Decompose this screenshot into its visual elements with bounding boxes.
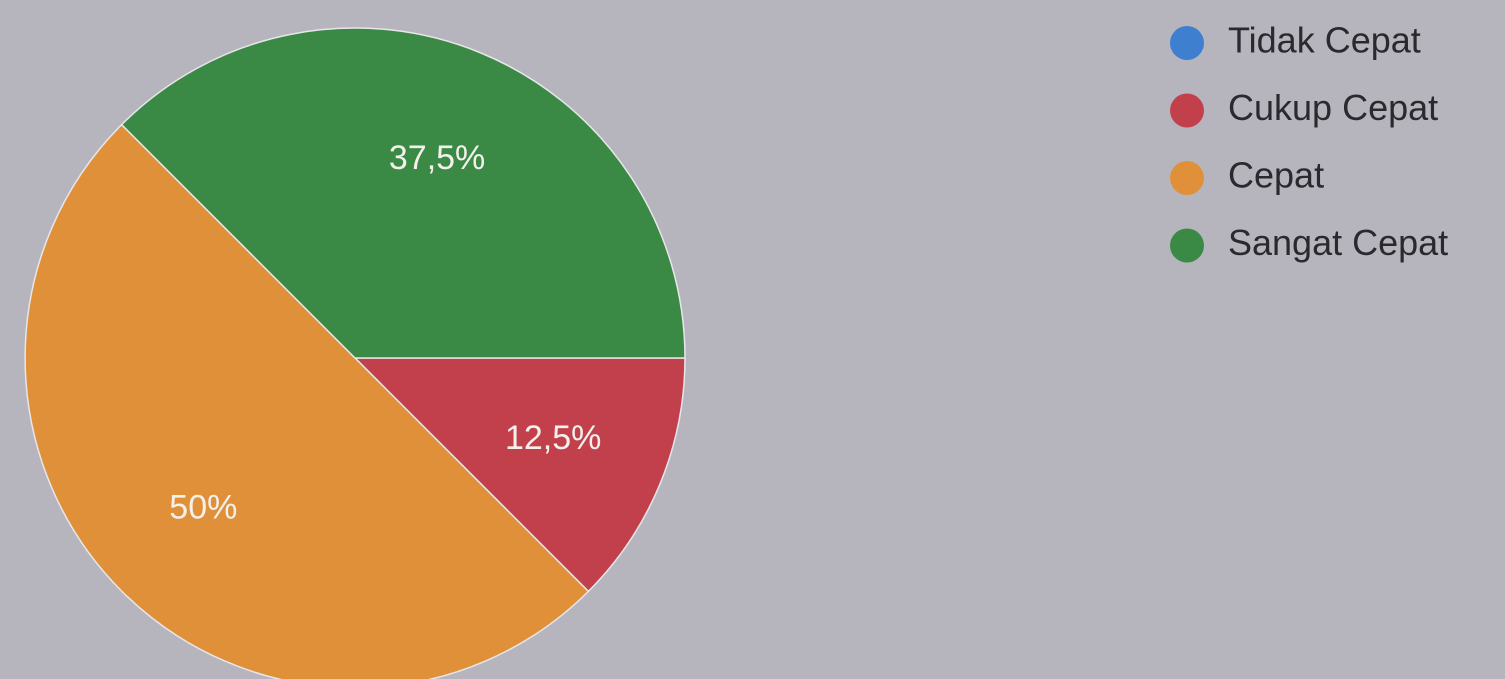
slice-label: 50% — [169, 489, 237, 527]
slice-label: 12,5% — [505, 419, 601, 457]
legend-label: Cepat — [1228, 155, 1324, 196]
legend-label: Sangat Cepat — [1228, 222, 1448, 263]
pie-slice — [120, 27, 686, 359]
legend-swatch — [1170, 26, 1204, 60]
pie-slice — [24, 123, 590, 679]
legend-swatch — [1170, 228, 1204, 263]
legend-swatch — [1170, 93, 1204, 128]
legend-label: Cukup Cepat — [1228, 87, 1438, 128]
pie-slice — [353, 357, 686, 593]
legend-label: Tidak Cepat — [1228, 20, 1421, 61]
legend-swatch — [1170, 161, 1204, 195]
slice-label: 37,5% — [389, 139, 485, 177]
